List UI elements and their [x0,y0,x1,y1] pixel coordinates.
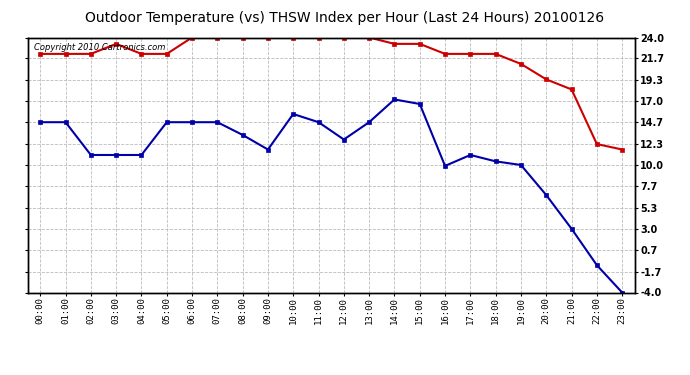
Text: Copyright 2010 Cartronics.com: Copyright 2010 Cartronics.com [34,43,165,52]
Text: Outdoor Temperature (vs) THSW Index per Hour (Last 24 Hours) 20100126: Outdoor Temperature (vs) THSW Index per … [86,11,604,25]
